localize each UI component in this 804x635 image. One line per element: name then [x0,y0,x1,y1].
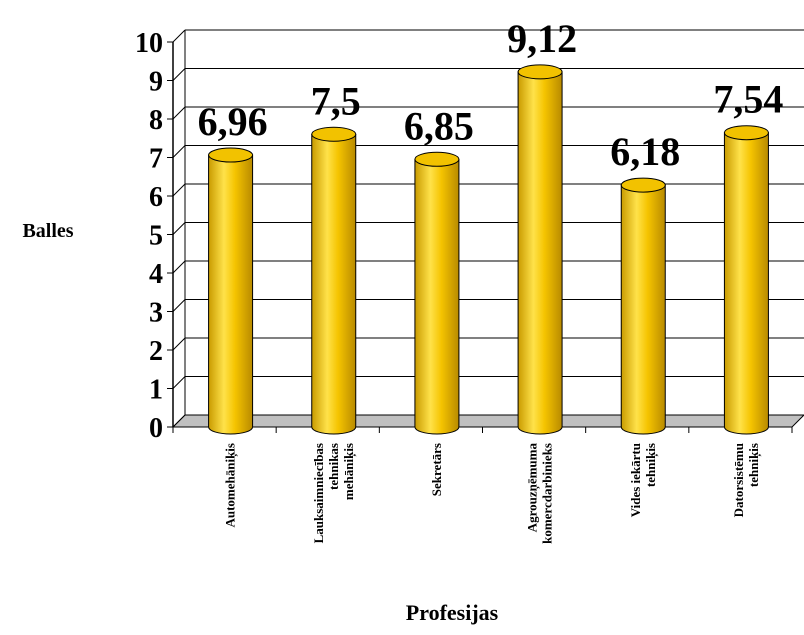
bar [723,125,769,435]
y-tick-label: 6 [149,182,163,213]
gridline-side [172,414,186,428]
gridline-side [172,260,186,274]
category-label: Vides iekārtu tehniķis [628,443,659,517]
data-label: 6,96 [198,99,268,144]
category-label: Lauksaimniecības tehnikas mehāniķis [311,443,357,543]
category-label-line: tehnikas [326,443,341,490]
data-labels: 6,96 7,5 6,85 9,12 6,18 7,54 [198,16,784,174]
y-tick-label: 3 [149,298,163,329]
y-tick-label: 10 [135,28,163,59]
y-tick-label: 4 [149,259,163,290]
gridline-side [172,337,186,351]
category-label: Datorsistēmu tehniķis [731,443,762,517]
y-axis-label: Balles [22,220,73,242]
x-axis-label: Profesijas [406,600,499,625]
category-label-line: Lauksaimniecības [311,443,326,543]
data-label: 7,54 [713,77,783,122]
y-tick-label: 0 [149,413,163,444]
category-label-line: komercdarbinieks [540,443,555,544]
gridline-side [172,222,186,235]
category-label-line: Automehāniķis [223,443,239,528]
bar [208,147,254,435]
floor [171,414,804,428]
gridline-side [172,29,186,43]
y-tick-label: 5 [149,221,163,252]
bar [517,64,563,435]
data-label: 6,18 [610,129,680,174]
category-label: Automehāniķis [223,443,239,528]
category-label-line: mehāniķis [341,443,357,500]
gridline-side [172,376,186,389]
y-tick-label: 1 [149,375,163,406]
category-label-line: tehniķis [746,443,762,487]
category-label-line: Agrouzņēmuma [525,443,541,533]
category-label-line: Sekretārs [429,443,444,496]
bar [311,126,357,435]
y-axis-ticks: 0 1 2 3 4 5 6 7 8 9 10 [135,28,173,444]
data-label: 6,85 [404,103,474,148]
x-axis-categories: Automehāniķis Lauksaimniecības tehnikas meh… [172,427,793,544]
category-label-line: Vides iekārtu [628,443,643,517]
category-label: Agrouzņēmuma komercdarbinieks [525,443,555,544]
gridline-side [172,68,186,81]
category-label: Sekretārs [429,443,444,496]
y-tick-label: 8 [149,105,163,136]
y-tick-label: 7 [149,144,163,175]
y-tick-label: 9 [149,67,163,98]
plot-grid [171,29,804,428]
gridline-side [172,106,186,120]
bars [208,64,769,435]
y-tick-label: 2 [149,336,163,367]
gridline-side [172,183,186,197]
category-label-line: Datorsistēmu [731,443,746,517]
gridline-side [172,145,186,158]
gridline-side [172,299,186,312]
category-label-line: tehniķis [643,443,659,487]
bar [620,177,666,435]
data-label: 7,5 [311,78,361,123]
data-label: 9,12 [507,16,577,61]
bar [414,151,460,435]
